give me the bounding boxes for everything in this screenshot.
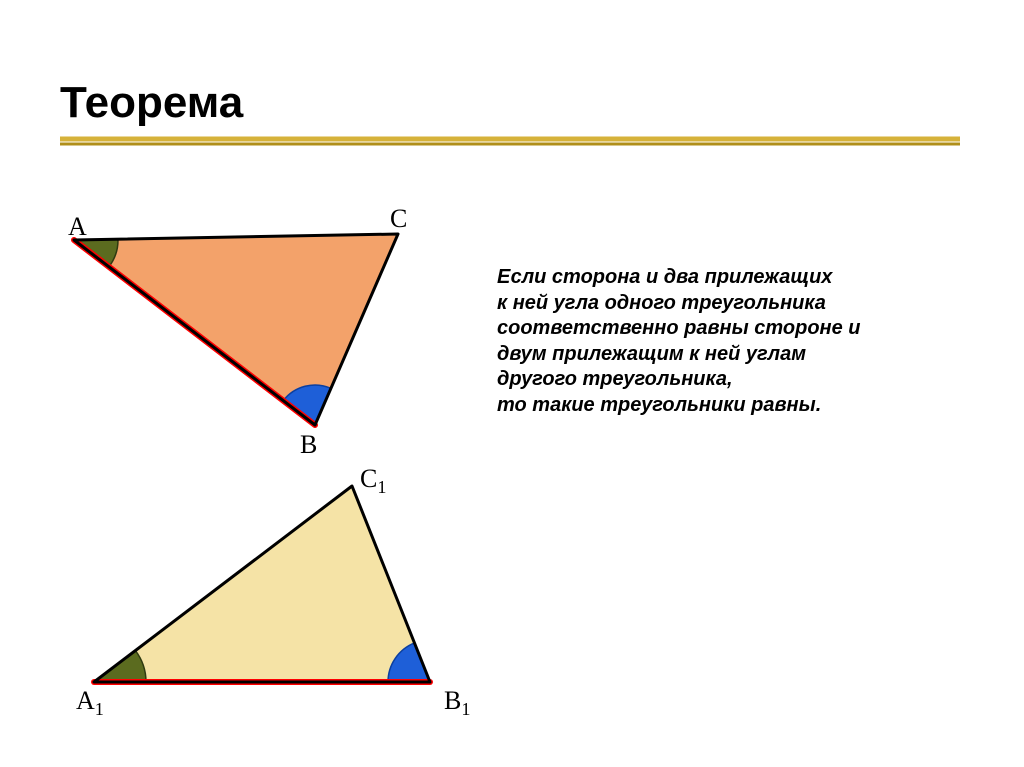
- triangle-1: ABC: [50, 220, 430, 450]
- theorem-line: соответственно равны стороне и: [497, 316, 977, 342]
- triangle-2: A1B1C1: [80, 480, 480, 710]
- triangle-fill: [74, 234, 398, 425]
- title-text: Теорема: [60, 78, 243, 127]
- theorem-line: другого треугольника,: [497, 367, 977, 393]
- vertex-label-a: A: [68, 212, 87, 242]
- vertex-label-a1: A1: [76, 686, 104, 720]
- vertex-label-c1: C1: [360, 464, 386, 498]
- triangle-1-svg: [50, 220, 430, 450]
- triangle-2-svg: [80, 480, 480, 710]
- theorem-line: то такие треугольники равны.: [497, 393, 977, 419]
- title-underline: [60, 135, 960, 149]
- theorem-line: Если сторона и два прилежащих: [497, 265, 977, 291]
- page-title: Теорема: [60, 78, 243, 128]
- triangle-fill: [94, 486, 430, 682]
- theorem-line: к ней угла одного треугольника: [497, 291, 977, 317]
- theorem-text: Если сторона и два прилежащих к ней угла…: [497, 265, 977, 419]
- theorem-line: двум прилежащим к ней углам: [497, 342, 977, 368]
- vertex-label-b: B: [300, 430, 317, 460]
- vertex-label-c: C: [390, 204, 407, 234]
- vertex-label-b1: B1: [444, 686, 470, 720]
